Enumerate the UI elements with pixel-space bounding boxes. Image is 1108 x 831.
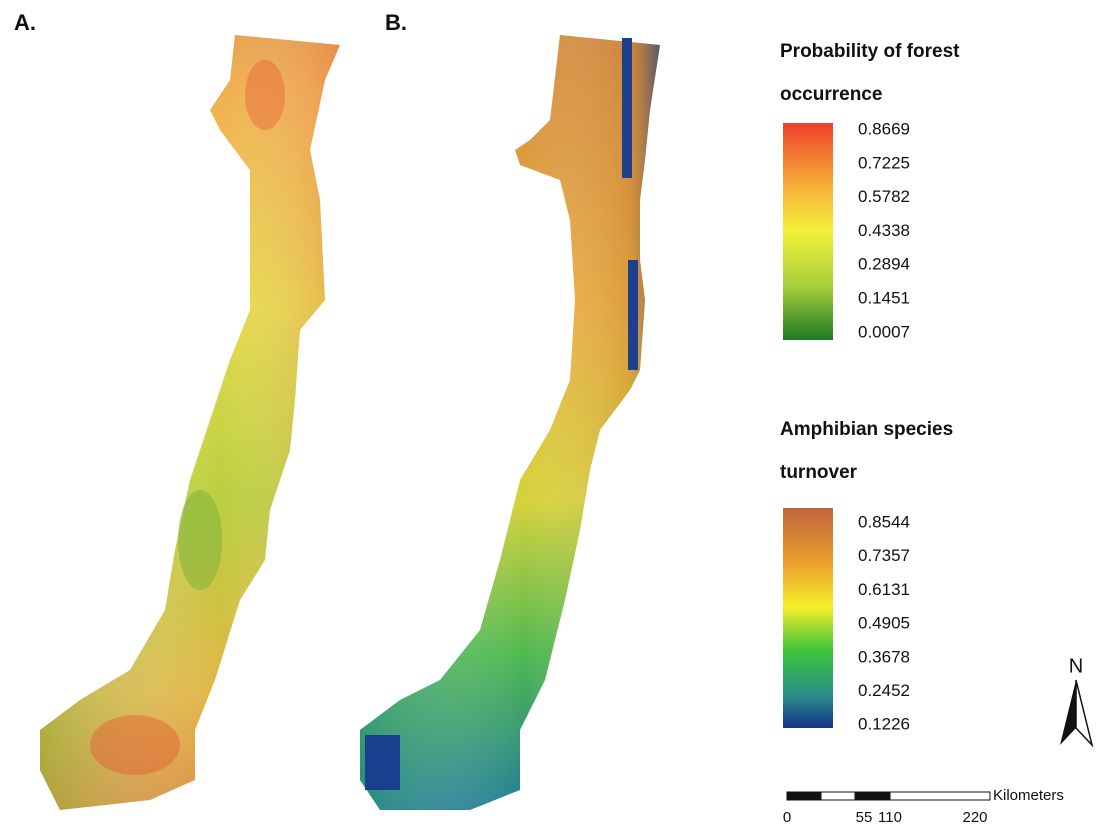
arrow-half	[1076, 680, 1092, 745]
color-ramp	[783, 508, 833, 728]
forest-map-shade	[40, 35, 340, 810]
legend-value: 0.1451	[858, 288, 910, 307]
legend-value: 0.6131	[858, 580, 910, 599]
scale-bar: Kilometers 0 55 110 220	[783, 787, 1064, 826]
scale-segment	[890, 792, 990, 800]
legend-value: 0.2894	[858, 255, 910, 274]
legend-title: occurrence	[780, 84, 882, 105]
map-a	[40, 35, 340, 810]
legend-value: 0.8669	[858, 119, 910, 138]
map-b	[360, 35, 660, 810]
arrow-half	[1060, 680, 1076, 745]
map-patch	[90, 715, 180, 775]
scale-segment	[787, 792, 821, 800]
map-patch	[628, 260, 638, 370]
scale-segment	[821, 792, 855, 800]
legend-title: Amphibian species	[780, 419, 953, 440]
scale-unit: Kilometers	[993, 787, 1064, 804]
scale-tick: 220	[962, 809, 987, 826]
north-arrow: N	[1060, 655, 1092, 745]
turnover-map-shade	[360, 35, 660, 810]
legend-value: 0.7225	[858, 153, 910, 172]
scale-tick: 110	[878, 809, 902, 826]
north-label: N	[1069, 655, 1083, 677]
legends: Probability of forest occurrence 0.8669 0.7…	[780, 41, 960, 734]
legend-value: 0.0007	[858, 322, 910, 341]
scale-tick: 55	[856, 809, 873, 826]
scale-tick: 0	[783, 809, 791, 826]
legend-value: 0.2452	[858, 681, 910, 700]
legend-value: 0.5782	[858, 187, 910, 206]
legend-value: 0.3678	[858, 647, 910, 666]
map-patch	[365, 735, 400, 790]
map-patch	[622, 38, 632, 178]
figure: A. B. Probability of forest occurrence 0.8…	[0, 0, 1108, 831]
legend-value: 0.8544	[858, 512, 910, 531]
legend-value: 0.1226	[858, 715, 910, 734]
panel-label: B.	[385, 10, 407, 35]
legend-value: 0.4905	[858, 614, 910, 633]
map-patch	[178, 490, 222, 590]
color-ramp	[783, 123, 833, 340]
scale-segment	[855, 792, 890, 800]
legend-title: turnover	[780, 462, 858, 483]
legend-value: 0.7357	[858, 546, 910, 565]
legend-title: Probability of forest	[780, 41, 960, 62]
panel-label: A.	[14, 10, 36, 35]
legend-value: 0.4338	[858, 221, 910, 240]
map-patch	[245, 60, 285, 130]
